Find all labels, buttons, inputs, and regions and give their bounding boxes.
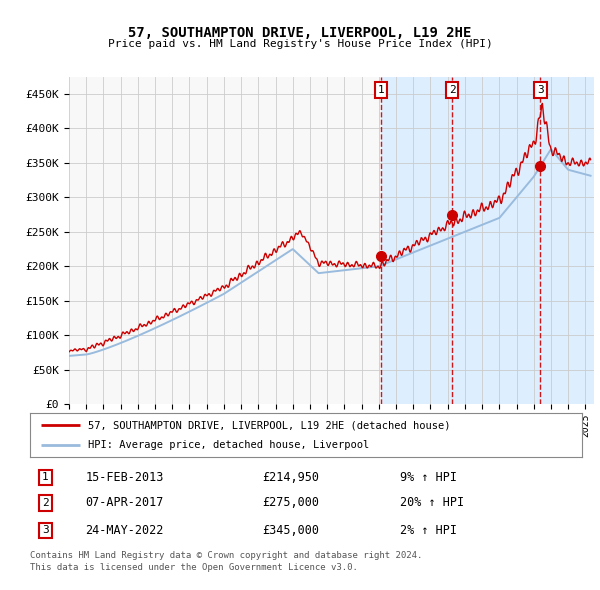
Text: £275,000: £275,000 bbox=[262, 496, 319, 510]
Text: 24-MAY-2022: 24-MAY-2022 bbox=[85, 524, 164, 537]
Text: 57, SOUTHAMPTON DRIVE, LIVERPOOL, L19 2HE: 57, SOUTHAMPTON DRIVE, LIVERPOOL, L19 2H… bbox=[128, 26, 472, 40]
Text: 2: 2 bbox=[42, 498, 49, 508]
Text: 9% ↑ HPI: 9% ↑ HPI bbox=[400, 471, 457, 484]
Text: 20% ↑ HPI: 20% ↑ HPI bbox=[400, 496, 464, 510]
Text: HPI: Average price, detached house, Liverpool: HPI: Average price, detached house, Live… bbox=[88, 440, 369, 450]
Text: 1: 1 bbox=[42, 473, 49, 482]
Text: Contains HM Land Registry data © Crown copyright and database right 2024.: Contains HM Land Registry data © Crown c… bbox=[30, 551, 422, 560]
Bar bbox=[381, 77, 541, 404]
Text: 57, SOUTHAMPTON DRIVE, LIVERPOOL, L19 2HE (detached house): 57, SOUTHAMPTON DRIVE, LIVERPOOL, L19 2H… bbox=[88, 421, 451, 430]
Text: This data is licensed under the Open Government Licence v3.0.: This data is licensed under the Open Gov… bbox=[30, 563, 358, 572]
Text: 3: 3 bbox=[42, 525, 49, 535]
Text: Price paid vs. HM Land Registry's House Price Index (HPI): Price paid vs. HM Land Registry's House … bbox=[107, 40, 493, 49]
Bar bbox=[541, 77, 594, 404]
Text: 2% ↑ HPI: 2% ↑ HPI bbox=[400, 524, 457, 537]
Text: 2: 2 bbox=[449, 85, 456, 95]
Text: £214,950: £214,950 bbox=[262, 471, 319, 484]
Text: 3: 3 bbox=[537, 85, 544, 95]
Text: 07-APR-2017: 07-APR-2017 bbox=[85, 496, 164, 510]
Text: 15-FEB-2013: 15-FEB-2013 bbox=[85, 471, 164, 484]
Text: 1: 1 bbox=[377, 85, 384, 95]
Text: £345,000: £345,000 bbox=[262, 524, 319, 537]
